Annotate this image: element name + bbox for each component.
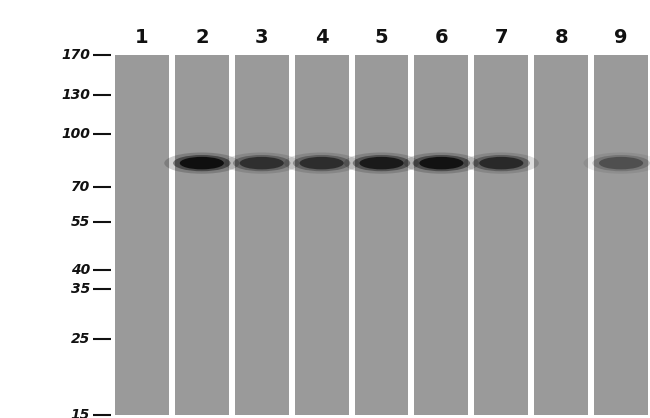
Ellipse shape (240, 157, 284, 169)
Bar (235, 55, 289, 415)
Text: 2: 2 (195, 28, 209, 47)
Ellipse shape (584, 153, 650, 174)
Ellipse shape (233, 155, 291, 171)
Text: 7: 7 (495, 28, 508, 47)
Text: 9: 9 (614, 28, 628, 47)
Ellipse shape (353, 155, 410, 171)
Ellipse shape (224, 153, 299, 174)
Bar (354, 55, 408, 415)
Ellipse shape (479, 157, 523, 169)
Text: 8: 8 (554, 28, 568, 47)
Ellipse shape (164, 153, 239, 174)
Ellipse shape (404, 153, 479, 174)
Ellipse shape (473, 155, 530, 171)
Text: 70: 70 (71, 180, 90, 194)
Text: 25: 25 (71, 332, 90, 346)
Bar (534, 55, 588, 415)
Text: 4: 4 (315, 28, 328, 47)
Bar (474, 55, 528, 415)
Text: 130: 130 (61, 88, 90, 102)
Bar (175, 55, 229, 415)
Text: 55: 55 (71, 215, 90, 229)
Bar (115, 55, 169, 415)
Text: 3: 3 (255, 28, 268, 47)
Text: 100: 100 (61, 127, 90, 141)
Text: 35: 35 (71, 282, 90, 296)
Bar (415, 55, 469, 415)
Ellipse shape (344, 153, 419, 174)
Text: 15: 15 (71, 408, 90, 418)
Text: 1: 1 (135, 28, 149, 47)
Bar (594, 55, 648, 415)
Ellipse shape (599, 157, 643, 169)
Ellipse shape (173, 155, 231, 171)
Ellipse shape (180, 157, 224, 169)
Ellipse shape (419, 157, 463, 169)
Ellipse shape (284, 153, 359, 174)
Text: 6: 6 (435, 28, 448, 47)
Ellipse shape (359, 157, 404, 169)
Text: 170: 170 (61, 48, 90, 62)
Text: 5: 5 (374, 28, 388, 47)
Ellipse shape (463, 153, 539, 174)
Ellipse shape (592, 155, 650, 171)
Text: 40: 40 (71, 263, 90, 277)
Bar (294, 55, 348, 415)
Ellipse shape (300, 157, 344, 169)
Ellipse shape (413, 155, 470, 171)
Ellipse shape (293, 155, 350, 171)
